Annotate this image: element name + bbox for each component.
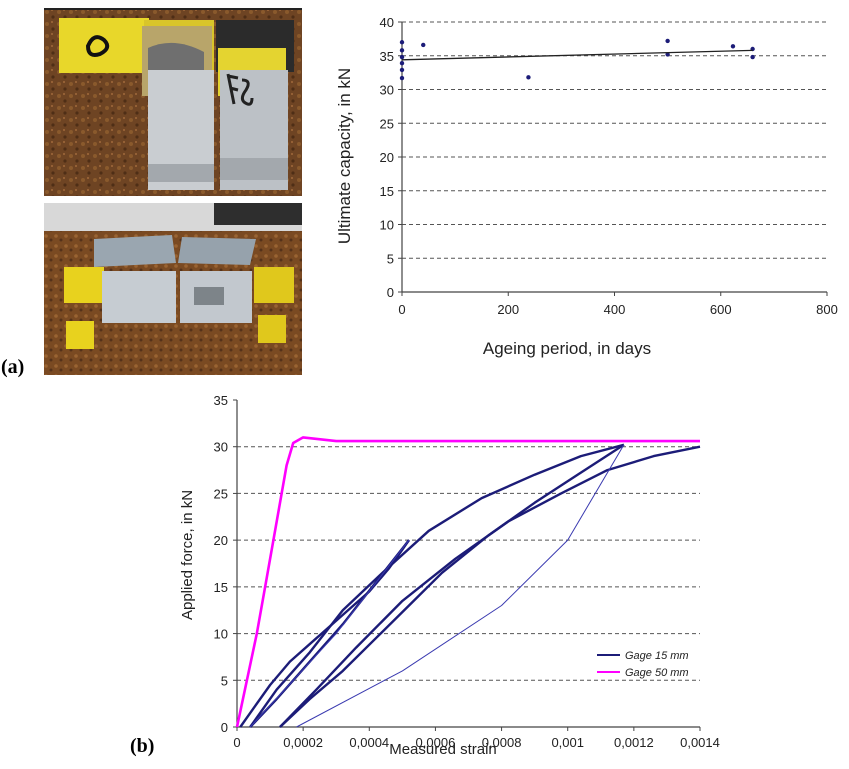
chart-b-lines bbox=[235, 436, 701, 728]
chart-a-point bbox=[730, 44, 736, 49]
chart-a-point bbox=[399, 75, 405, 81]
chart-a-ytick-label: 10 bbox=[380, 218, 394, 233]
chart-b-ytick-label: 0 bbox=[221, 720, 228, 735]
chart-a-ytick-label: 15 bbox=[380, 184, 394, 199]
series-line-thin bbox=[296, 444, 625, 728]
chart-a-trendline bbox=[401, 49, 753, 61]
chart-b-ylabel: Applied force, in kN bbox=[179, 490, 196, 620]
chart-a-ytick-label: 40 bbox=[380, 15, 394, 30]
panel-label-b: (b) bbox=[130, 735, 155, 757]
chart-a-point bbox=[750, 54, 755, 60]
chart-a-point bbox=[399, 60, 405, 66]
series-line-gage-15 bbox=[249, 443, 625, 728]
chart-a-point bbox=[399, 40, 405, 45]
chart-b-xtick-label: 0,001 bbox=[551, 735, 584, 750]
chart-a-point bbox=[399, 54, 405, 60]
chart-b-axes bbox=[236, 400, 700, 728]
chart-b-xtick-label: 0,0002 bbox=[283, 735, 323, 750]
chart-a-ytick-label: 30 bbox=[380, 83, 394, 98]
chart-b-xtick-label: 0,0012 bbox=[614, 735, 654, 750]
chart-a-ytick-label: 35 bbox=[380, 49, 394, 64]
legend-label-gage-50: Gage 50 mm bbox=[625, 667, 689, 679]
chart-b-strain: 0 5 10 15 20 25 30 35 0 0,0002 0,0004 0,0006 0,0008 0… bbox=[179, 393, 720, 758]
chart-a-xtick-label: 800 bbox=[816, 302, 838, 317]
chart-b-ytick-label: 20 bbox=[214, 533, 228, 548]
chart-a-ytick-label: 5 bbox=[387, 251, 394, 266]
chart-a-xtick-label: 200 bbox=[497, 302, 519, 317]
chart-b-ytick-label: 25 bbox=[214, 486, 228, 501]
chart-b-ytick-label: 30 bbox=[214, 440, 228, 455]
chart-a-points bbox=[399, 38, 755, 81]
legend-label-gage-15: Gage 15 mm bbox=[625, 650, 689, 662]
chart-a-point bbox=[399, 48, 405, 53]
chart-b-xtick-label: 0 bbox=[233, 735, 240, 750]
panel-label-a: (a) bbox=[1, 356, 25, 378]
chart-a-point bbox=[399, 67, 405, 73]
series-line-gage-15 bbox=[279, 443, 625, 728]
chart-a-trendline-line bbox=[401, 49, 753, 61]
chart-b-ytick-label: 10 bbox=[214, 627, 228, 642]
chart-a-ytick-label: 0 bbox=[387, 285, 394, 300]
chart-a-ylabel: Ultimate capacity, in kN bbox=[335, 68, 354, 244]
specimen-photo-bottom bbox=[44, 203, 302, 375]
chart-b-ytick-label: 15 bbox=[214, 580, 228, 595]
chart-a-point bbox=[665, 38, 670, 44]
specimen-photo-top bbox=[44, 8, 302, 196]
chart-a-point bbox=[526, 75, 531, 80]
chart-b-ytick-label: 5 bbox=[221, 673, 228, 688]
chart-a-xtick-label: 600 bbox=[710, 302, 732, 317]
chart-b-legend: Gage 15 mm Gage 50 mm bbox=[597, 650, 689, 679]
chart-b-grid bbox=[237, 446, 700, 681]
specimen-photo-top-image bbox=[44, 8, 302, 196]
chart-b-ticks: 0 5 10 15 20 25 30 35 0 0,0002 0,0004 0,0006 0,0008 0… bbox=[214, 393, 720, 750]
chart-b-xtick-label: 0,0014 bbox=[680, 735, 720, 750]
chart-b-xtick-label: 0,0004 bbox=[349, 735, 389, 750]
series-line-thin bbox=[249, 539, 410, 728]
chart-b-ytick-label: 35 bbox=[214, 393, 228, 408]
chart-a-xtick-label: 400 bbox=[604, 302, 626, 317]
specimen-photo-bottom-image bbox=[44, 203, 302, 375]
chart-a-xtick-label: 0 bbox=[398, 302, 405, 317]
chart-b-xtick-label: 0,0006 bbox=[416, 735, 456, 750]
chart-a-ytick-label: 25 bbox=[380, 116, 394, 131]
chart-a-point bbox=[421, 42, 426, 48]
chart-a-grid bbox=[402, 21, 827, 259]
series-line-gage-50 bbox=[235, 436, 700, 728]
chart-a-xlabel: Ageing period, in days bbox=[483, 339, 651, 358]
chart-b-xlabel: Measured strain bbox=[389, 741, 497, 758]
series-line-gage-15 bbox=[279, 445, 701, 728]
chart-a-ytick-label: 20 bbox=[380, 150, 394, 165]
chart-b-xtick-label: 0,0008 bbox=[482, 735, 522, 750]
